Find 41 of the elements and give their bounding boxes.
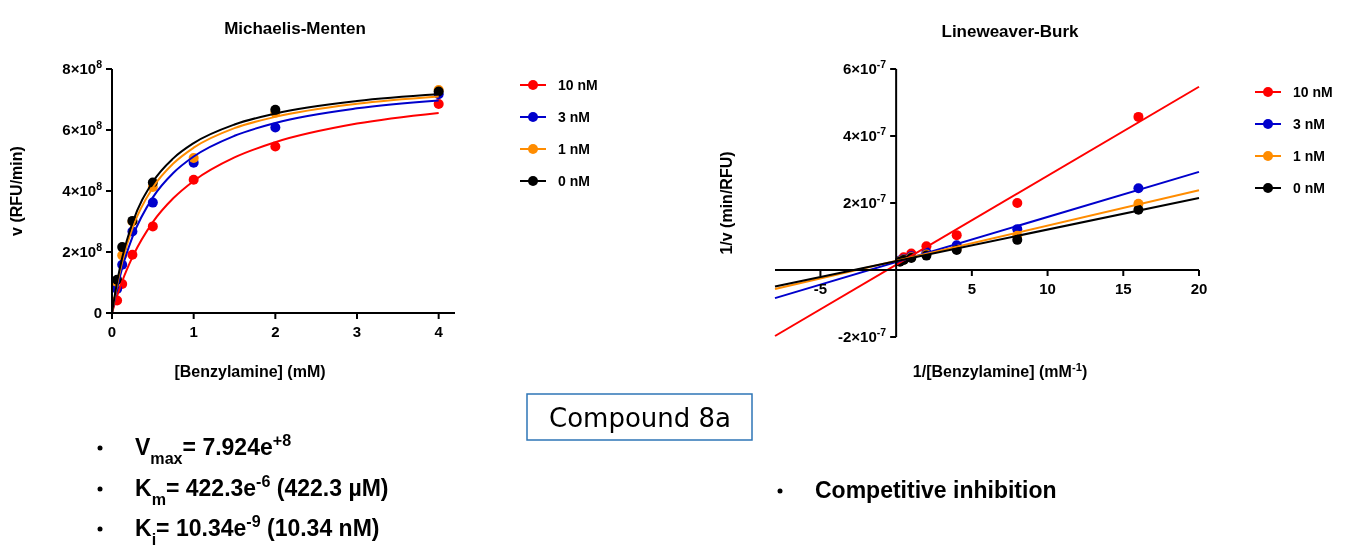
legend-label: 0 nM [1293,180,1325,196]
point [1133,111,1144,122]
legend-label: 10 nM [1293,84,1333,100]
y-tick-label: 6×10$^{8}$ [62,119,103,138]
chart-title: Lineweaver-Burk [941,22,1080,41]
text: V$_{max}$= 7.924e$^{+8}$ [135,431,292,467]
y-tick-label: 2×10$^{-7}$ [843,192,887,211]
x-tick-label: 1 [189,323,198,340]
legend-label: 1 nM [558,141,590,157]
x-tick-label: 0 [107,323,117,340]
legend-label: 1 nM [1293,148,1325,164]
legend-label: 3 nM [558,109,590,125]
y-tick-label: 2×10$^{8}$ [62,241,103,260]
y-tick-label: 4×10$^{8}$ [62,180,103,199]
x-tick-label: 10 [1039,280,1056,297]
y-axis-title: 1/v (min/RFU) [718,151,735,255]
legend-label: 10 nM [558,77,598,93]
x-axis-title: [Benzylamine] (mM) [174,363,326,380]
x-tick-label: 15 [1114,280,1132,297]
legend-label: 0 nM [558,173,590,189]
y-tick-label: 8×10$^{8}$ [62,58,103,77]
text: K$_{i}$= 10.34e$^{-9}$ (10.34 nM) [135,512,380,548]
x-axis-title: 1/[Benzylamine] (mM$^{-1}$) [912,361,1088,380]
y-tick-label: 0 [93,304,102,321]
chart-title: Michaelis-Menten [224,19,366,38]
x-tick-label: -5 [813,280,828,297]
x-tick-label: 5 [967,280,977,297]
point [1012,198,1023,208]
y-tick-label: -2×10$^{-7}$ [838,326,887,345]
y-tick-label: 6×10$^{-7}$ [843,58,887,77]
x-tick-label: 4 [434,323,444,340]
x-tick-label: 3 [352,323,362,340]
legend-label: 3 nM [1293,116,1325,132]
point [951,230,962,241]
x-tick-label: 2 [271,323,280,340]
x-tick-label: 20 [1190,280,1208,297]
text: Compound 8a [549,403,731,433]
y-axis-title: v (RFU/min) [8,146,25,236]
text: K$_{m}$= 422.3e$^{-6}$ (422.3 µM) [135,472,389,508]
y-tick-label: 4×10$^{-7}$ [843,125,887,144]
text: Competitive inhibition [815,477,1057,503]
